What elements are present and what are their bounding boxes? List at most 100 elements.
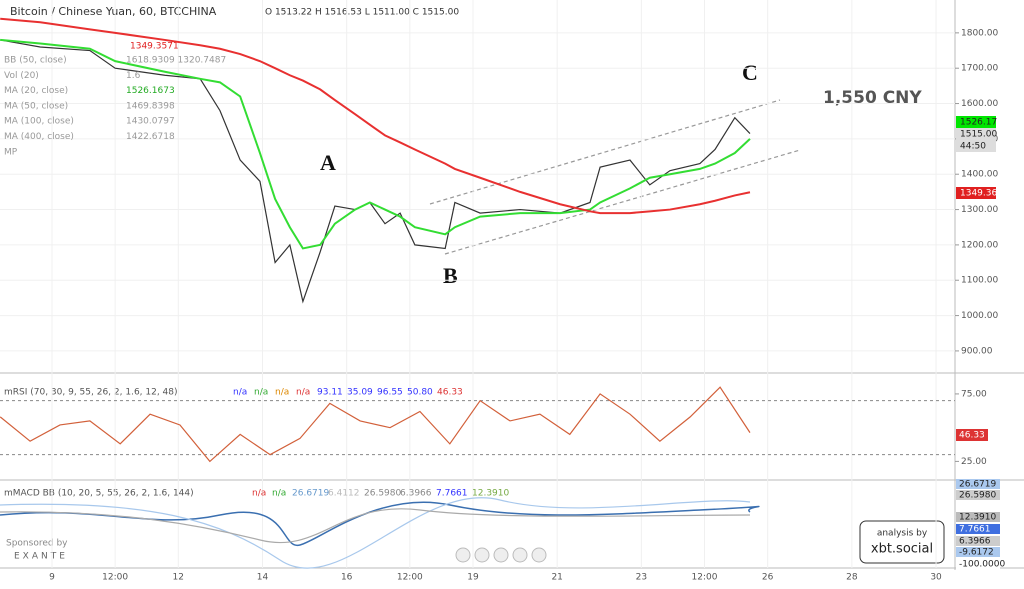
rsi-value: n/a	[233, 388, 247, 398]
price-label-bg	[956, 187, 996, 199]
rsi-value: 46.33	[437, 388, 463, 398]
indicator-name: MA (100, close)	[4, 117, 74, 127]
indicator-value: 1430.0797	[126, 117, 175, 127]
price-label-bg	[956, 128, 996, 140]
analysis: analysis by	[877, 529, 928, 539]
series-line	[0, 39, 751, 304]
indicator-value: 1469.8398	[126, 101, 175, 111]
x-tick-label: 14	[257, 573, 269, 583]
macd-value: 12.3910	[472, 489, 509, 499]
macd-axis-bg	[956, 524, 1000, 534]
y-tick-label: 25.00	[961, 457, 987, 467]
annotation: 1,550 CNY	[823, 88, 922, 108]
sponsor: Sponsored by	[6, 539, 68, 549]
indicator-name: Vol (20)	[4, 71, 39, 81]
x-tick-label: 23	[636, 573, 647, 583]
macd-value: n/a	[272, 489, 286, 499]
rsi-label-bg	[956, 429, 988, 441]
nav-buttons[interactable]	[455, 547, 547, 563]
annotation: A	[320, 150, 336, 175]
series-line	[0, 386, 751, 463]
macd-legend: mMACD BB (10, 20, 5, 55, 26, 2, 1.6, 144…	[4, 489, 194, 499]
macd-axis-bg	[956, 479, 1000, 489]
price-label-bg	[956, 116, 996, 128]
rsi-value: 50.80	[407, 388, 433, 398]
title: Bitcoin / Chinese Yuan, 60, BTCCHINA	[10, 5, 217, 18]
rsi-label: 46.33	[959, 431, 985, 441]
macd-axis-bg	[956, 559, 1000, 569]
y-tick-label: 1600.00	[961, 99, 998, 109]
channel	[429, 99, 801, 255]
macd-axis-label: 26.5980	[959, 491, 996, 501]
annotation: C	[742, 60, 758, 85]
x-tick-label: 9	[49, 573, 55, 583]
indicator-name: MA (20, close)	[4, 86, 68, 96]
sponsor-name: EXANTE	[14, 552, 68, 562]
macd-value: 6.3966	[400, 489, 432, 499]
macd-axis-label: -9.6172	[959, 548, 994, 558]
macd-axis-label: 26.6719	[959, 480, 996, 490]
y-tick-label: 75.00	[961, 389, 987, 399]
x-tick-label: 28	[846, 573, 858, 583]
y-tick-label: 1800.00	[961, 28, 998, 38]
indicator-value: 1618.9309 1320.7487	[126, 56, 226, 66]
annotation: B	[443, 263, 458, 288]
macd-signal	[0, 508, 751, 544]
y-tick-label: 1100.00	[961, 276, 998, 286]
ma-label: 1349.3571	[130, 42, 179, 52]
x-tick-label: 26	[762, 573, 774, 583]
price-label-bg	[956, 140, 996, 152]
indicator-name: BB (50, close)	[4, 56, 67, 66]
y-tick-label: 1000.00	[961, 311, 998, 321]
indicator-value: 1.6	[126, 71, 141, 81]
macd-value: 7.7661	[436, 489, 468, 499]
indicator-name: MA (50, close)	[4, 101, 68, 111]
macd-axis-bg	[956, 536, 1000, 546]
x-tick-label: 12:00	[692, 573, 718, 583]
macd-axis-bg	[956, 490, 1000, 500]
x-tick-label: 12:00	[102, 573, 128, 583]
price-label: 1526.17	[960, 118, 997, 128]
x-tick-label: 16	[341, 573, 353, 583]
macd-axis-label: 12.3910	[959, 513, 996, 523]
macd-value: 26.6719	[292, 489, 329, 499]
y-tick-label: 1400.00	[961, 170, 998, 180]
indicator-value: 1422.6718	[126, 132, 175, 142]
x-tick-label: 21	[551, 573, 562, 583]
macd-axis-bg	[956, 512, 1000, 522]
price-label: 1349.36	[960, 189, 997, 199]
price-label: 44:50	[960, 142, 986, 152]
y-tick-label: 900.00	[961, 346, 993, 356]
rsi-value: n/a	[254, 388, 268, 398]
x-tick-label: 30	[930, 573, 942, 583]
series-line	[0, 38, 751, 250]
rsi-value: n/a	[275, 388, 289, 398]
macd-axis-label: -100.0000	[959, 560, 1005, 570]
macd-axis-label: 7.7661	[959, 525, 991, 535]
badge	[859, 520, 945, 564]
macd-value: 26.5980	[364, 489, 401, 499]
x-tick-label: 19	[467, 573, 479, 583]
analysis-name: xbt.social	[871, 542, 933, 557]
macd-axis-label: 6.3966	[959, 537, 991, 547]
rsi-legend: mRSI (70, 30, 9, 55, 26, 2, 1.6, 12, 48)	[4, 388, 178, 398]
rsi-value: 35.09	[347, 388, 373, 398]
y-tick-label: 1700.00	[961, 64, 998, 74]
macd-value: n/a	[252, 489, 266, 499]
x-tick-label: 12:00	[397, 573, 423, 583]
macd-value: 6.4112	[328, 489, 360, 499]
indicator-name: MA (400, close)	[4, 132, 74, 142]
y-tick-label: 1300.00	[961, 205, 998, 215]
macd-axis-bg	[956, 547, 1000, 557]
rsi-value: 93.11	[317, 388, 343, 398]
y-tick-label: 1200.00	[961, 240, 998, 250]
indicator-value: 1526.1673	[126, 86, 175, 96]
price-label: 1515.00	[960, 130, 997, 140]
series-line	[0, 17, 751, 215]
x-tick-label: 12	[173, 573, 184, 583]
ohlc: O 1513.22 H 1516.53 L 1511.00 C 1515.00	[265, 8, 459, 18]
macd-band	[0, 497, 751, 569]
rsi-value: 96.55	[377, 388, 403, 398]
